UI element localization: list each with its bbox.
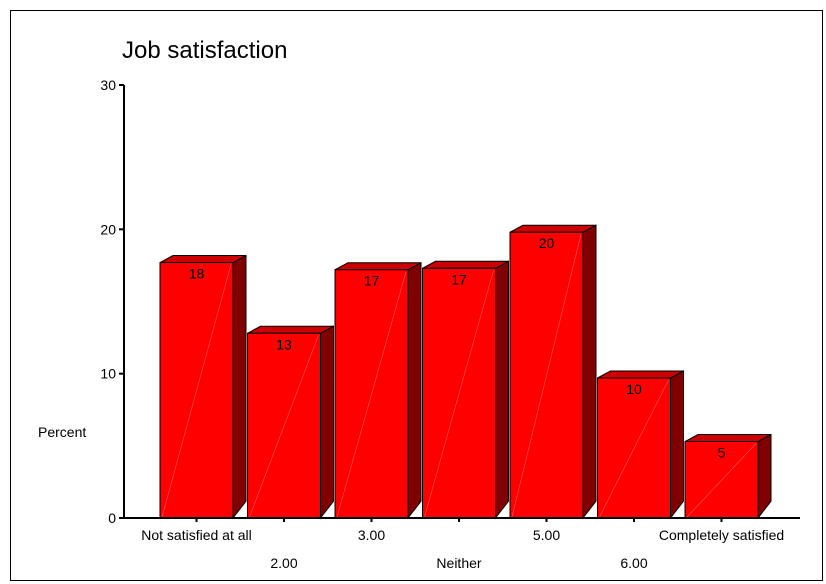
y-tick-label: 10 xyxy=(100,366,116,382)
bar-top xyxy=(509,224,597,233)
x-tick-label-7: Completely satisfied xyxy=(659,527,784,543)
data-label-7: 5 xyxy=(718,445,726,461)
x-tick-label-4: Neither xyxy=(436,555,481,571)
data-label-5: 20 xyxy=(539,235,555,251)
bar-4 xyxy=(422,260,509,520)
bar-highlight xyxy=(424,270,494,518)
data-label-1: 18 xyxy=(189,266,205,282)
bar-1 xyxy=(159,254,247,520)
axes-layer xyxy=(119,84,800,522)
x-tick-label-5: 5.00 xyxy=(533,527,560,543)
bar-top xyxy=(247,325,334,334)
bar-side xyxy=(670,370,684,520)
x-tick-label-2: 2.00 xyxy=(270,555,297,571)
bar-top xyxy=(159,255,247,264)
bar-highlight xyxy=(686,443,757,518)
bar-6 xyxy=(597,370,684,520)
bar-top xyxy=(597,370,684,379)
labels-layer: 18 13 17 17 20 10 5 0 10 20 30 Not satisfied at all… xyxy=(100,77,784,571)
bar-5 xyxy=(509,224,597,520)
y-tick-label: 0 xyxy=(108,510,116,526)
bar-highlight xyxy=(511,234,582,518)
bar-highlight xyxy=(161,264,232,518)
bar-side xyxy=(757,433,772,520)
y-axis-label: Percent xyxy=(38,424,86,440)
bar-top xyxy=(422,260,509,269)
bar-highlight xyxy=(249,335,319,518)
bar-2 xyxy=(247,325,334,520)
bar-highlight xyxy=(599,379,669,518)
bar-top xyxy=(684,434,772,443)
bar-3 xyxy=(334,261,422,520)
bar-side xyxy=(320,325,334,520)
x-tick-label-1: Not satisfied at all xyxy=(141,527,252,543)
y-tick-label: 30 xyxy=(100,77,116,93)
bar-side xyxy=(232,254,247,520)
bar-highlight xyxy=(336,271,407,518)
data-label-2: 13 xyxy=(276,336,292,352)
x-tick-label-6: 6.00 xyxy=(620,555,647,571)
x-tick-label-3: 3.00 xyxy=(358,527,385,543)
data-label-6: 10 xyxy=(626,381,642,397)
data-label-4: 17 xyxy=(451,271,467,287)
bar-side xyxy=(407,261,422,520)
bar-side xyxy=(582,224,597,520)
bars-layer xyxy=(159,224,772,520)
bar-top xyxy=(334,262,422,271)
y-tick-label: 20 xyxy=(100,221,116,237)
data-label-3: 17 xyxy=(364,273,380,289)
chart-title: Job satisfaction xyxy=(122,37,287,64)
bar-side xyxy=(495,260,509,520)
bar-7 xyxy=(684,433,772,520)
